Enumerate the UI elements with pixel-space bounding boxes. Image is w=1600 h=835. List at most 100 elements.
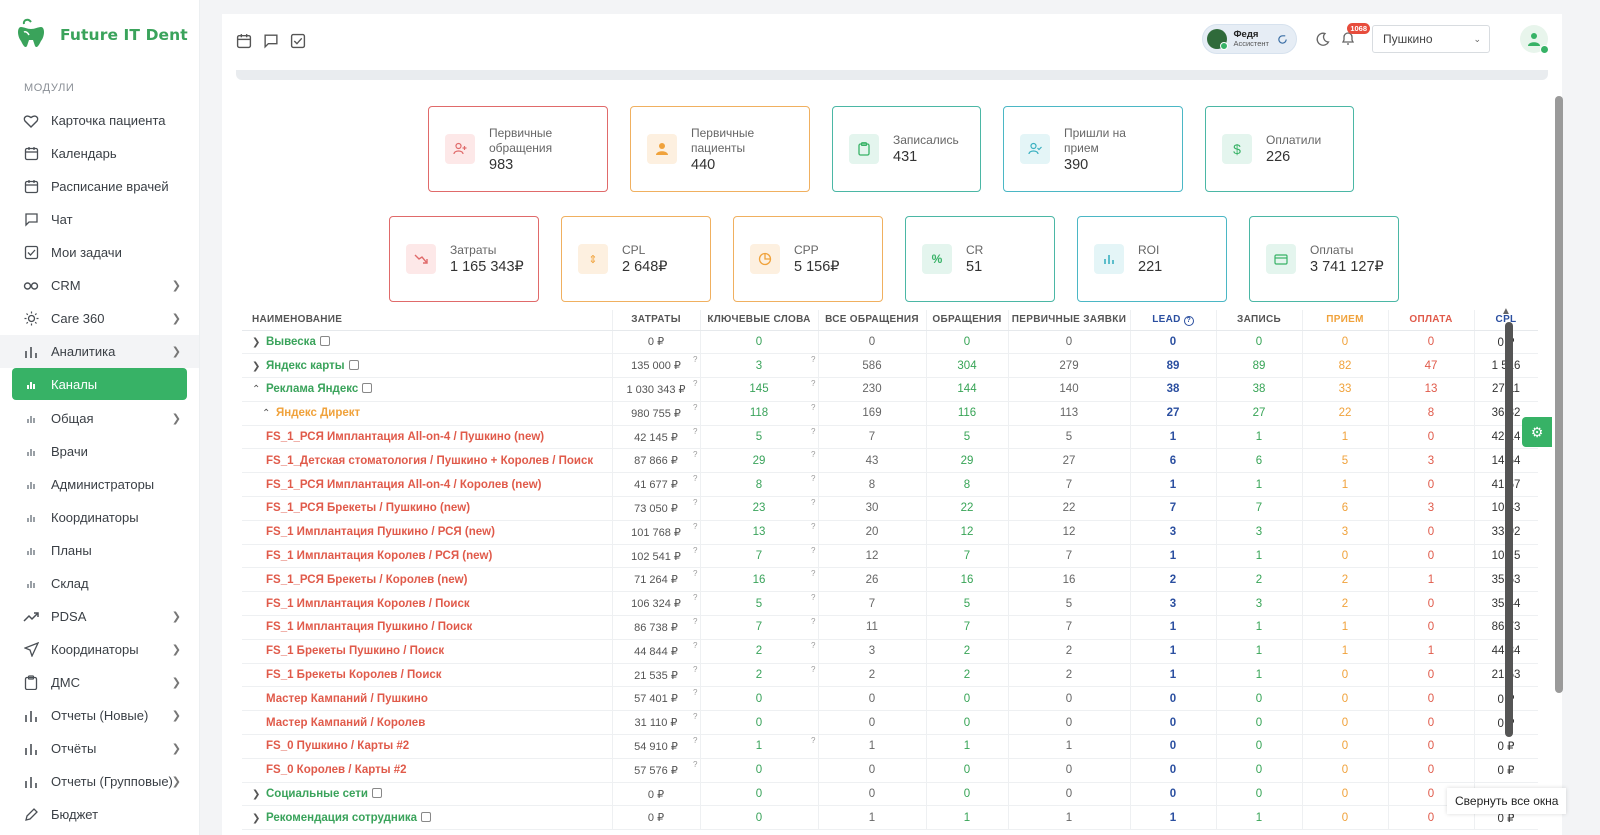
row-name[interactable]: Мастер Кампаний / Пушкино <box>242 686 613 712</box>
chevron-right-icon[interactable]: ❯ <box>252 812 261 824</box>
table-row[interactable]: FS_1 Имплантация Королев / РСЯ (new) 102 … <box>242 544 1538 569</box>
edit-icon[interactable] <box>421 811 432 822</box>
chat-icon[interactable] <box>263 33 281 51</box>
settings-gear-icon[interactable]: ⚙ <box>1522 417 1552 447</box>
question-mark-icon[interactable]: ? <box>811 617 816 627</box>
col-keywords[interactable]: КЛЮЧЕВЫЕ СЛОВА <box>700 310 819 331</box>
table-row[interactable]: FS_1 Имплантация Пушкино / Поиск 86 738 ₽… <box>242 615 1538 640</box>
table-row[interactable]: FS_1_РСЯ Имплантация All-on-4 / Пушкино … <box>242 425 1538 450</box>
question-mark-icon[interactable]: ? <box>693 379 698 389</box>
table-row[interactable]: Мастер Кампаний / Пушкино 57 401 ₽? 0 0 0 0 0 0… <box>242 686 1538 712</box>
table-row[interactable]: FS_1 Имплантация Пушкино / РСЯ (new) 101 … <box>242 520 1538 545</box>
sidebar-item-crm[interactable]: CRM ❯ <box>0 269 199 302</box>
row-name[interactable]: FS_1 Брекеты Королев / Поиск <box>242 663 613 688</box>
row-name[interactable]: FS_1_Детская стоматология / Пушкино + Ко… <box>242 448 613 474</box>
row-name[interactable]: ❯ Яндекс карты <box>242 353 613 379</box>
sidebar-item-coordinators[interactable]: Координаторы ❯ <box>0 633 199 666</box>
col-costs[interactable]: ЗАТРАТЫ <box>612 310 701 331</box>
question-mark-icon[interactable]: ? <box>693 688 698 698</box>
question-mark-icon[interactable]: ? <box>693 593 698 603</box>
question-mark-icon[interactable]: ? <box>811 664 816 674</box>
row-name[interactable]: FS_1 Имплантация Пушкино / РСЯ (new) <box>242 520 613 545</box>
row-name[interactable]: FS_1_РСЯ Имплантация All-on-4 / Пушкино … <box>242 425 613 450</box>
table-scrollbar[interactable] <box>1505 322 1513 737</box>
col-all-requests[interactable]: ВСЕ ОБРАЩЕНИЯ <box>818 310 927 331</box>
refresh-icon[interactable] <box>1277 34 1288 45</box>
row-name[interactable]: FS_1 Имплантация Королев / РСЯ (new) <box>242 544 613 569</box>
question-mark-icon[interactable]: ? <box>693 521 698 531</box>
sidebar-item-calendar[interactable]: Календарь <box>0 137 199 170</box>
question-mark-icon[interactable]: ? <box>693 474 698 484</box>
sidebar-item-analytics[interactable]: Аналитика ❯ <box>0 335 199 368</box>
table-row[interactable]: FS_0 Королев / Карты #2 57 576 ₽? 0 0 0 0 0 0 0 0… <box>242 758 1538 783</box>
row-name[interactable]: ❯ Вывеска <box>242 330 613 355</box>
sidebar-item-reports-new[interactable]: Отчеты (Новые) ❯ <box>0 699 199 732</box>
sidebar-item-chat[interactable]: Чат <box>0 203 199 236</box>
location-select[interactable]: Пушкино ⌄ <box>1372 25 1490 53</box>
question-mark-icon[interactable]: ? <box>693 426 698 436</box>
col-record[interactable]: ЗАПИСЬ <box>1216 310 1303 331</box>
edit-icon[interactable] <box>371 788 382 799</box>
sidebar-item-reports-group[interactable]: Отчеты (Групповые) ❯ <box>0 765 199 798</box>
col-name[interactable]: НАИМЕНОВАНИЕ <box>242 310 613 331</box>
question-mark-icon[interactable]: ? <box>811 450 816 460</box>
sidebar-item-dms[interactable]: ДМС ❯ <box>0 666 199 699</box>
sidebar-item-plans[interactable]: Планы <box>0 534 199 567</box>
scroll-up-icon[interactable]: ▲ <box>1501 306 1511 317</box>
question-mark-icon[interactable]: ? <box>693 498 698 508</box>
row-name[interactable]: ❯ Рекомендация сотрудника <box>242 805 613 831</box>
chevron-up-icon[interactable]: ⌃ <box>262 408 271 420</box>
col-visit[interactable]: ПРИЕМ <box>1302 310 1389 331</box>
question-mark-icon[interactable]: ? <box>693 450 698 460</box>
question-mark-icon[interactable]: ? <box>693 545 698 555</box>
table-row[interactable]: FS_1 Имплантация Королев / Поиск 106 324 … <box>242 591 1538 617</box>
col-primary[interactable]: ПЕРВИЧНЫЕ ЗАЯВКИ <box>1008 310 1131 331</box>
sidebar-item-budget[interactable]: Бюджет <box>0 798 199 831</box>
sidebar-item-reports[interactable]: Отчёты ❯ <box>0 732 199 765</box>
question-mark-icon[interactable]: ? <box>811 426 816 436</box>
sidebar-item-doctors[interactable]: Врачи <box>0 435 199 468</box>
table-row[interactable]: ❯ Яндекс карты 135 000 ₽? 3? 586 304 279 89 89 82… <box>242 353 1538 379</box>
row-name[interactable]: ❯ Социальные сети <box>242 782 613 807</box>
question-mark-icon[interactable]: ? <box>811 521 816 531</box>
chevron-right-icon[interactable]: ❯ <box>252 789 261 801</box>
sidebar-item-general[interactable]: Общая ❯ <box>0 402 199 435</box>
bell-icon[interactable]: 1068 <box>1340 23 1370 48</box>
help-icon[interactable]: ? <box>1183 315 1194 326</box>
question-mark-icon[interactable]: ? <box>811 498 816 508</box>
question-mark-icon[interactable]: ? <box>693 712 698 722</box>
chevron-up-icon[interactable]: ⌃ <box>252 384 261 396</box>
table-row[interactable]: ⌃ Реклама Яндекс 1 030 343 ₽? 145? 230 144 140… <box>242 377 1538 402</box>
table-row[interactable]: FS_1_РСЯ Брекеты / Пушкино (new) 73 050 ₽… <box>242 496 1538 521</box>
row-name[interactable]: Мастер Кампаний / Королев <box>242 710 613 736</box>
calendar-icon[interactable] <box>236 33 254 51</box>
question-mark-icon[interactable]: ? <box>811 379 816 389</box>
sidebar-item-channels[interactable]: Каналы <box>12 368 187 400</box>
table-row[interactable]: FS_1 Брекеты Пушкино / Поиск 44 844 ₽? 2? 3… <box>242 639 1538 664</box>
row-name[interactable]: ⌃ Реклама Яндекс <box>242 377 613 402</box>
sidebar-item-coordinators-sub[interactable]: Координаторы <box>0 501 199 534</box>
question-mark-icon[interactable]: ? <box>693 569 698 579</box>
row-name[interactable]: FS_1 Брекеты Пушкино / Поиск <box>242 639 613 664</box>
table-row[interactable]: ⌃ Яндекс Директ 980 755 ₽? 118? 169 116 113 27 2… <box>242 401 1538 426</box>
question-mark-icon[interactable]: ? <box>811 402 816 412</box>
question-mark-icon[interactable]: ? <box>811 545 816 555</box>
question-mark-icon[interactable]: ? <box>811 474 816 484</box>
page-scrollbar[interactable] <box>1555 96 1563 693</box>
sidebar-item-doctor-schedule[interactable]: Расписание врачей <box>0 170 199 203</box>
col-lead[interactable]: LEAD ? <box>1130 310 1217 331</box>
col-paid[interactable]: ОПЛАТА <box>1388 310 1475 331</box>
question-mark-icon[interactable]: ? <box>693 402 698 412</box>
question-mark-icon[interactable]: ? <box>811 355 816 365</box>
row-name[interactable]: FS_0 Королев / Карты #2 <box>242 758 613 783</box>
question-mark-icon[interactable]: ? <box>693 617 698 627</box>
table-row[interactable]: FS_0 Пушкино / Карты #2 54 910 ₽? 1? 1 1 1 0 0 0… <box>242 734 1538 759</box>
sidebar-item-care360[interactable]: Care 360 ❯ <box>0 302 199 335</box>
sidebar-item-patient-card[interactable]: Карточка пациента <box>0 104 199 137</box>
chevron-right-icon[interactable]: ❯ <box>252 336 261 348</box>
table-row[interactable]: FS_1 Брекеты Королев / Поиск 21 535 ₽? 2? 2… <box>242 663 1538 688</box>
question-mark-icon[interactable]: ? <box>693 759 698 769</box>
table-row[interactable]: FS_1_РСЯ Брекеты / Королев (new) 71 264 ₽… <box>242 567 1538 593</box>
edit-icon[interactable] <box>319 335 330 346</box>
